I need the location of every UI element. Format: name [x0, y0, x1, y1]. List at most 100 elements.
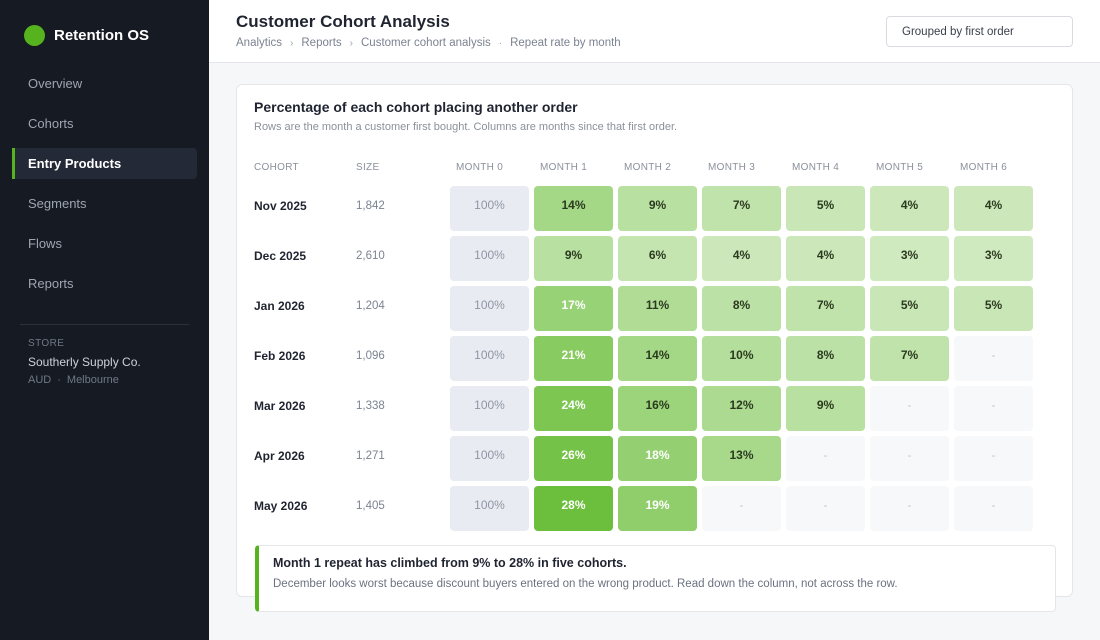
breadcrumb-reports[interactable]: Reports — [301, 37, 342, 49]
sidebar-item-label: Flows — [28, 236, 62, 251]
column-header: MONTH 1 — [540, 162, 588, 173]
breadcrumb-separator: › — [290, 37, 294, 49]
cohort-cell-empty: - — [786, 486, 865, 531]
cohort-cell[interactable]: 5% — [786, 186, 865, 231]
cohort-label: Apr 2026 — [254, 449, 305, 463]
card-subtitle: Rows are the month a customer first boug… — [254, 121, 678, 133]
card-title: Percentage of each cohort placing anothe… — [254, 99, 578, 115]
cohort-cell[interactable]: 7% — [786, 286, 865, 331]
store-name: Southerly Supply Co. — [28, 355, 141, 369]
cohort-cell[interactable]: 7% — [702, 186, 781, 231]
cohort-label: Dec 2025 — [254, 249, 307, 263]
sidebar-item-overview[interactable]: Overview — [12, 68, 197, 99]
cohort-label: Mar 2026 — [254, 399, 306, 413]
cohort-cell[interactable]: 24% — [534, 386, 613, 431]
store-meta-separator: · — [57, 374, 61, 386]
breadcrumb-analytics[interactable]: Analytics — [236, 37, 283, 49]
sidebar-item-flows[interactable]: Flows — [12, 228, 197, 259]
cohort-cell-base[interactable]: 100% — [450, 486, 529, 531]
store-info: STORE Southerly Supply Co. AUD · Melbourne — [28, 338, 141, 386]
breadcrumb-separator: › — [349, 37, 353, 49]
column-header: MONTH 0 — [456, 162, 504, 173]
store-currency: AUD — [28, 374, 52, 386]
column-header: SIZE — [356, 162, 380, 173]
cohort-cell-empty: - — [954, 336, 1033, 381]
breadcrumb-repeat-rate: Repeat rate by month — [510, 37, 621, 49]
cohort-size: 1,096 — [356, 350, 385, 362]
breadcrumb-customer-cohort-analysis[interactable]: Customer cohort analysis — [361, 37, 491, 49]
cohort-cell[interactable]: 18% — [618, 436, 697, 481]
cohort-cell[interactable]: 5% — [870, 286, 949, 331]
cohort-cell[interactable]: 21% — [534, 336, 613, 381]
cohort-cell-base[interactable]: 100% — [450, 186, 529, 231]
insight-note-body: December looks worst because discount bu… — [273, 578, 898, 590]
cohort-cell[interactable]: 4% — [702, 236, 781, 281]
cohort-cell[interactable]: 4% — [954, 186, 1033, 231]
column-header: COHORT — [254, 162, 299, 173]
column-header: MONTH 4 — [792, 162, 840, 173]
cohort-cell[interactable]: 28% — [534, 486, 613, 531]
cohort-cell-base[interactable]: 100% — [450, 236, 529, 281]
cohort-cell[interactable]: 3% — [954, 236, 1033, 281]
insight-note-title: Month 1 repeat has climbed from 9% to 28… — [273, 556, 627, 570]
store-label: STORE — [28, 338, 65, 349]
sidebar: Retention OS Overview Cohorts Entry Prod… — [0, 0, 209, 640]
brand-name: Retention OS — [54, 26, 150, 44]
breadcrumb: Analytics › Reports › Customer cohort an… — [236, 37, 621, 49]
cohort-cell[interactable]: 12% — [702, 386, 781, 431]
cohort-cell[interactable]: 13% — [702, 436, 781, 481]
cohort-size: 1,204 — [356, 300, 385, 312]
cohort-cell[interactable]: 11% — [618, 286, 697, 331]
cohort-size: 1,271 — [356, 450, 385, 462]
cohort-cell[interactable]: 19% — [618, 486, 697, 531]
cohort-cell-base[interactable]: 100% — [450, 336, 529, 381]
sidebar-item-label: Reports — [28, 276, 74, 291]
cohort-cell-base[interactable]: 100% — [450, 386, 529, 431]
cohort-cell-base[interactable]: 100% — [450, 286, 529, 331]
cohort-cell[interactable]: 6% — [618, 236, 697, 281]
sidebar-item-segments[interactable]: Segments — [12, 188, 197, 219]
cohort-cell[interactable]: 14% — [618, 336, 697, 381]
cohort-cell[interactable]: 7% — [870, 336, 949, 381]
cohort-cell[interactable]: 4% — [870, 186, 949, 231]
cohort-cell[interactable]: 17% — [534, 286, 613, 331]
cohort-label: Jan 2026 — [254, 299, 305, 313]
cohort-cell-empty: - — [702, 486, 781, 531]
grouping-select[interactable]: Grouped by first order — [886, 16, 1073, 47]
breadcrumb-separator: · — [498, 37, 503, 49]
column-header: MONTH 3 — [708, 162, 756, 173]
store-city: Melbourne — [66, 374, 119, 386]
cohort-cell[interactable]: 9% — [534, 236, 613, 281]
cohort-cell-empty: - — [954, 386, 1033, 431]
cohort-cell[interactable]: 4% — [786, 236, 865, 281]
cohort-cell[interactable]: 5% — [954, 286, 1033, 331]
sidebar-item-reports[interactable]: Reports — [12, 268, 197, 299]
sidebar-item-label: Overview — [28, 76, 83, 91]
cohort-cell[interactable]: 14% — [534, 186, 613, 231]
page-header: Customer Cohort Analysis Analytics › Rep… — [209, 0, 1100, 63]
cohort-cell[interactable]: 3% — [870, 236, 949, 281]
cohort-cell[interactable]: 16% — [618, 386, 697, 431]
brand-logo-icon — [24, 24, 45, 46]
cohort-cell-empty: - — [870, 386, 949, 431]
sidebar-item-entry-products[interactable]: Entry Products — [12, 148, 197, 179]
cohort-size: 1,405 — [356, 500, 385, 512]
cohort-size: 1,842 — [356, 200, 385, 212]
brand[interactable]: Retention OS — [24, 24, 149, 46]
cohort-cell[interactable]: 9% — [786, 386, 865, 431]
sidebar-divider — [20, 324, 189, 325]
sidebar-nav: Overview Cohorts Entry Products Segments… — [12, 68, 197, 308]
cohort-cell[interactable]: 26% — [534, 436, 613, 481]
column-header: MONTH 5 — [876, 162, 924, 173]
cohort-cell-empty: - — [870, 486, 949, 531]
cohort-cell[interactable]: 9% — [618, 186, 697, 231]
sidebar-item-label: Cohorts — [28, 116, 74, 131]
cohort-cell-base[interactable]: 100% — [450, 436, 529, 481]
sidebar-item-cohorts[interactable]: Cohorts — [12, 108, 197, 139]
cohort-cell-empty: - — [870, 436, 949, 481]
cohort-cell-empty: - — [786, 436, 865, 481]
store-meta: AUD · Melbourne — [28, 374, 141, 386]
cohort-cell[interactable]: 10% — [702, 336, 781, 381]
cohort-cell[interactable]: 8% — [786, 336, 865, 381]
cohort-cell[interactable]: 8% — [702, 286, 781, 331]
